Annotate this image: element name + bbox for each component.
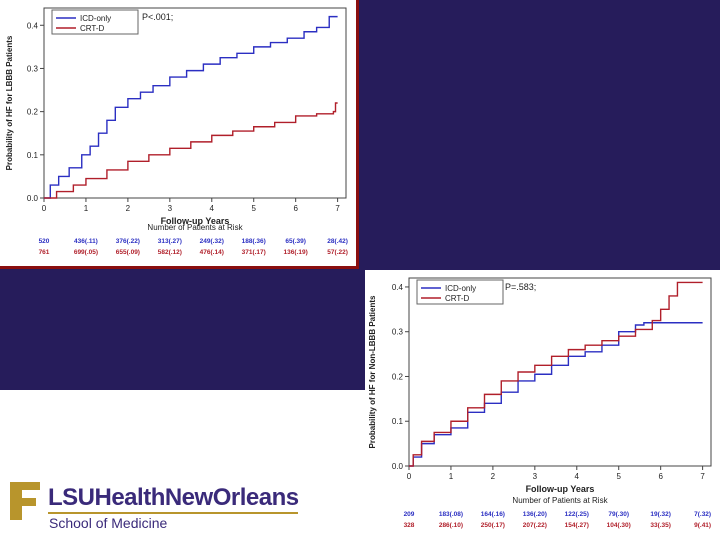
y-tick-label: 0.3 — [392, 328, 404, 337]
at-risk-cell: 9(.41) — [694, 522, 711, 529]
y-tick-label: 0.4 — [27, 21, 39, 30]
at-risk-cell: 286(.10) — [439, 522, 463, 529]
p-value-label: P=.583; — [505, 282, 536, 292]
at-risk-cell: 582(.12) — [158, 249, 182, 256]
at-risk-cell: 476(.14) — [200, 249, 224, 256]
at-risk-cell: 376(.22) — [116, 238, 140, 245]
at-risk-cell: 164(.16) — [481, 511, 505, 518]
legend-label: CRT-D — [80, 24, 105, 33]
logo-wordmark: LSUHealthNewOrleans — [48, 484, 299, 511]
x-tick-label: 3 — [168, 204, 173, 213]
x-tick-label: 7 — [335, 204, 340, 213]
y-tick-label: 0.1 — [27, 151, 39, 160]
x-tick-label: 2 — [126, 204, 131, 213]
at-risk-cell: 28(.42) — [327, 238, 348, 245]
at-risk-cell: 104(.30) — [607, 522, 631, 529]
at-risk-cell: 136(.20) — [523, 511, 547, 518]
x-axis-label: Follow-up Years — [161, 216, 230, 226]
x-tick-label: 6 — [293, 204, 298, 213]
legend-label: CRT-D — [445, 294, 470, 303]
plot-frame — [43, 7, 347, 199]
lbbb-chart-panel: 0.0 0.1 0.2 0.3 0.4 0 1 2 3 4 5 6 7 Probability of HF… — [0, 0, 359, 269]
at-risk-cell: 7(.32) — [694, 511, 711, 518]
y-tick-label: 0.0 — [27, 194, 39, 203]
at-risk-cell: 436(.11) — [74, 238, 98, 245]
logo-divider — [48, 512, 298, 514]
at-risk-cell: 699(.05) — [74, 249, 98, 256]
lsu-logo: LSUHealthNewOrleans School of Medicine — [8, 480, 308, 535]
p-value-label: P<.001; — [142, 12, 173, 22]
y-axis-label: Probability of HF for Non-LBBB Patients — [368, 295, 377, 448]
at-risk-cell: 371(.17) — [242, 249, 266, 256]
series-line-crt-d — [409, 281, 703, 467]
non-lbbb-chart-panel: 0.0 0.1 0.2 0.3 0.4 0 1 2 3 4 5 6 7 Probability of HF… — [365, 270, 720, 540]
at-risk-cell: 33(.35) — [650, 522, 671, 529]
series-line-icd-only — [44, 15, 338, 199]
legend-label: ICD-only — [80, 14, 111, 23]
at-risk-cell: 207(.22) — [523, 522, 547, 529]
legend-box — [416, 279, 504, 305]
at-risk-cell: 250(.17) — [481, 522, 505, 529]
x-tick-label: 0 — [42, 204, 47, 213]
at-risk-cell: 19(.32) — [650, 511, 671, 518]
non-lbbb-chart: 0.0 0.1 0.2 0.3 0.4 0 1 2 3 4 5 6 7 Probability of HF… — [368, 277, 712, 529]
x-tick-label: 1 — [84, 204, 89, 213]
plot-frame — [408, 277, 712, 467]
background-band-middle — [0, 270, 365, 390]
y-tick-label: 0.3 — [27, 64, 39, 73]
y-tick-label: 0.0 — [392, 462, 404, 471]
x-tick-label: 6 — [658, 472, 663, 481]
at-risk-cell: 183(.08) — [439, 511, 463, 518]
x-tick-label: 5 — [616, 472, 621, 481]
at-risk-cell: 249(.32) — [200, 238, 224, 245]
y-tick-label: 0.4 — [392, 283, 404, 292]
at-risk-cell: 520 — [39, 238, 50, 245]
at-risk-cell: 328 — [404, 522, 415, 529]
at-risk-cell: 65(.39) — [285, 238, 306, 245]
x-axis-label: Follow-up Years — [526, 484, 595, 494]
x-tick-label: 1 — [449, 472, 454, 481]
at-risk-cell: 57(.22) — [327, 249, 348, 256]
lsu-shield-icon — [10, 482, 40, 520]
legend-label: ICD-only — [445, 284, 476, 293]
at-risk-cell: 655(.09) — [116, 249, 140, 256]
y-tick-label: 0.2 — [392, 372, 404, 381]
x-tick-label: 0 — [407, 472, 412, 481]
y-tick-label: 0.2 — [27, 108, 39, 117]
at-risk-cell: 313(.27) — [158, 238, 182, 245]
x-tick-label: 2 — [491, 472, 496, 481]
series-line-crt-d — [44, 102, 338, 199]
at-risk-title: Number of Patients at Risk — [147, 223, 243, 232]
series-line-icd-only — [409, 322, 703, 467]
at-risk-cell: 136(.19) — [284, 249, 308, 256]
x-tick-label: 4 — [210, 204, 215, 213]
at-risk-cell: 79(.30) — [608, 511, 629, 518]
x-tick-label: 7 — [700, 472, 705, 481]
at-risk-title: Number of Patients at Risk — [512, 496, 608, 505]
legend-box — [51, 9, 139, 35]
x-tick-label: 3 — [533, 472, 538, 481]
x-tick-label: 5 — [251, 204, 256, 213]
at-risk-cell: 761 — [39, 249, 50, 256]
logo-subtitle: School of Medicine — [49, 515, 168, 531]
at-risk-cell: 209 — [404, 511, 415, 518]
x-tick-label: 4 — [575, 472, 580, 481]
at-risk-cell: 154(.27) — [565, 522, 589, 529]
at-risk-cell: 188(.36) — [242, 238, 266, 245]
y-axis-label: Probability of HF for LBBB Patients — [5, 35, 14, 170]
lbbb-chart: 0.0 0.1 0.2 0.3 0.4 0 1 2 3 4 5 6 7 Probability of HF… — [5, 7, 348, 256]
at-risk-cell: 122(.25) — [565, 511, 589, 518]
y-tick-label: 0.1 — [392, 417, 404, 426]
